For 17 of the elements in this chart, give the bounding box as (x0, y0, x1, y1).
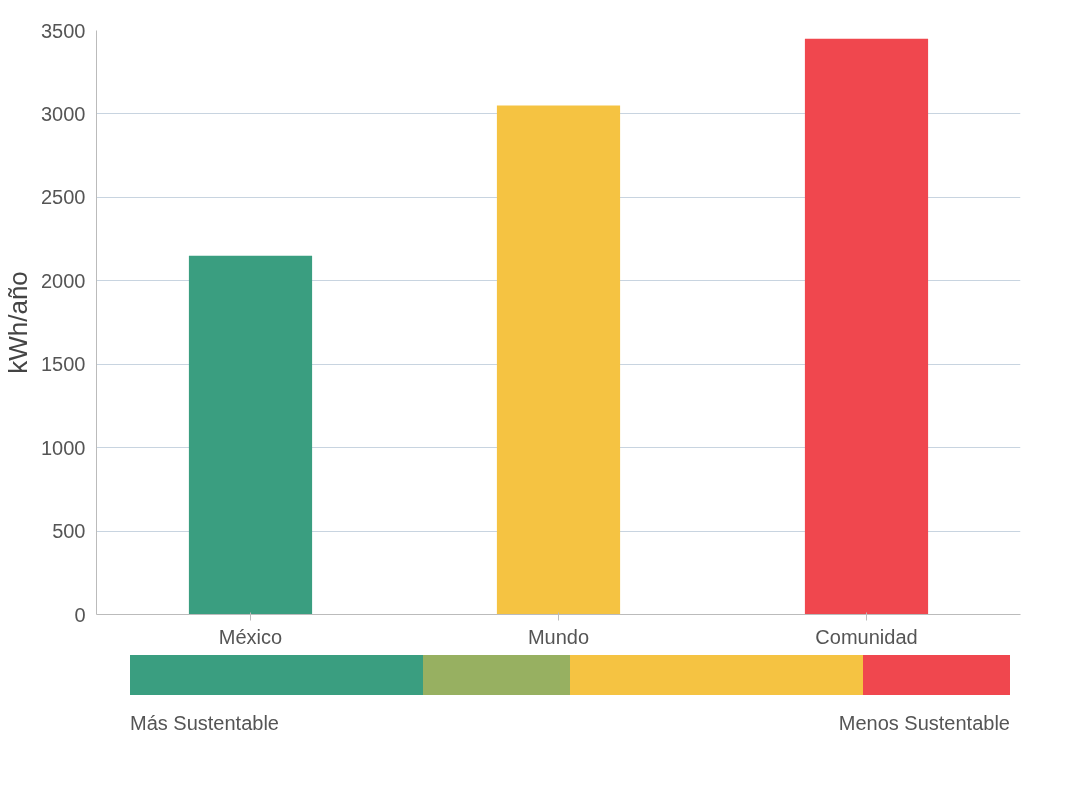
y-tick-label: 3000 (41, 102, 86, 125)
y-tick-label: 2000 (41, 269, 86, 292)
bar (188, 255, 313, 615)
x-tick-label: Mundo (527, 625, 590, 648)
y-tick-label: 2500 (41, 186, 86, 209)
y-tick-label: 3500 (41, 19, 86, 42)
bar (496, 105, 621, 615)
y-tick-label: 1000 (41, 436, 86, 459)
bar (804, 38, 929, 615)
y-tick-label: 0 (74, 603, 86, 626)
x-tick-label: Comunidad (815, 625, 918, 648)
text: Más Sustentable (130, 711, 279, 736)
y-tick-label: 1500 (41, 353, 86, 376)
text: Menos Sustentable (838, 711, 1010, 736)
x-tick-label: México (218, 625, 283, 648)
y-tick-label: 500 (52, 520, 86, 543)
y-axis-title: kWh/año (3, 271, 34, 374)
